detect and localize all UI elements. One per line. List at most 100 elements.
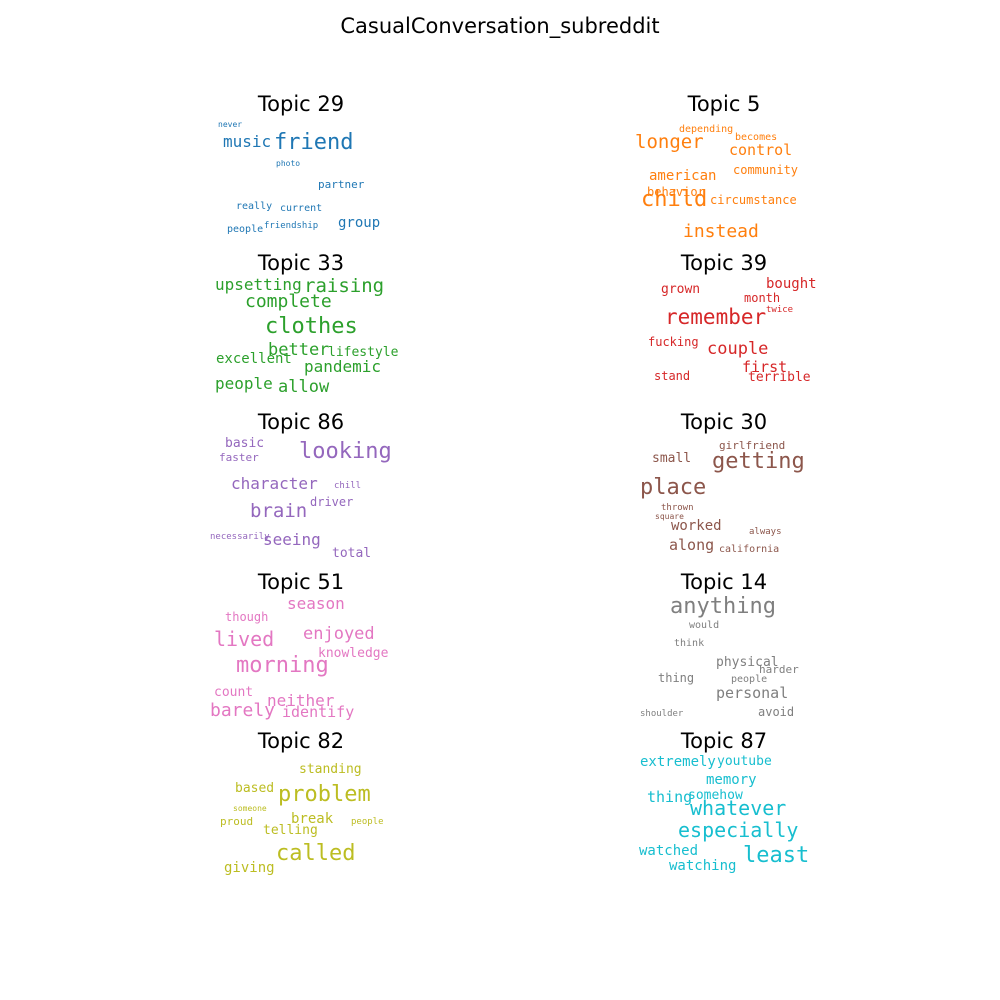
cloud-word: bought <box>766 276 817 292</box>
cloud-word: harder <box>759 662 799 676</box>
cloud-word: youtube <box>717 754 772 769</box>
cloud-word: along <box>669 535 715 554</box>
cloud-word: least <box>743 843 810 868</box>
cloud-word: looking <box>299 439 392 464</box>
topic-panel: Topic 29 never music friend photo partner real… <box>196 92 406 242</box>
cloud-word: character <box>231 474 318 493</box>
cloud-word: seeing <box>263 530 321 549</box>
cloud-word: people <box>227 224 264 235</box>
word-cloud: never music friend photo partner really curren… <box>196 118 406 242</box>
cloud-word: telling <box>263 822 318 838</box>
cloud-word: longer <box>635 130 704 153</box>
cloud-word: lived <box>214 627 275 651</box>
cloud-word: physical <box>716 654 779 670</box>
cloud-word: couple <box>707 338 769 359</box>
cloud-word: twice <box>766 304 794 315</box>
cloud-word: shoulder <box>640 708 684 719</box>
cloud-word: driver <box>310 495 354 509</box>
cloud-word: basic <box>225 435 265 451</box>
cloud-word: though <box>225 610 269 624</box>
cloud-word: called <box>276 841 356 866</box>
topic-panel: Topic 5 depending becomes longer control comm… <box>619 92 829 242</box>
cloud-word: better <box>268 339 330 360</box>
cloud-word: think <box>674 638 705 649</box>
cloud-word: chill <box>334 480 362 491</box>
cloud-word: control <box>729 140 793 159</box>
cloud-word: worked <box>671 518 722 534</box>
topic-panel: Topic 39 grown bought month twice remember fuc… <box>619 251 829 401</box>
cloud-word: somehow <box>688 787 743 803</box>
cloud-word: lifestyle <box>328 344 399 360</box>
cloud-word: watching <box>669 858 737 874</box>
cloud-word: circumstance <box>710 193 797 207</box>
cloud-word: fucking <box>648 335 699 349</box>
cloud-word: break <box>291 811 334 827</box>
cloud-word: girlfriend <box>719 438 786 452</box>
chart-title: CasualConversation_subreddit <box>340 14 660 38</box>
topic-panel: Topic 82 standing based problem someone proud… <box>196 729 406 879</box>
cloud-word: friend <box>274 130 354 155</box>
cloud-word: california <box>719 544 780 555</box>
cloud-word: avoid <box>758 705 795 719</box>
cloud-word: group <box>338 215 381 231</box>
cloud-word: anything <box>670 594 776 619</box>
cloud-word: instead <box>683 221 759 242</box>
cloud-word: morning <box>236 653 329 678</box>
cloud-word: month <box>744 291 781 305</box>
cloud-word: allow <box>278 376 330 397</box>
cloud-word: season <box>287 594 345 613</box>
cloud-word: thing <box>658 671 695 685</box>
word-cloud: season though lived enjoyed knowledge morning… <box>196 596 406 720</box>
cloud-word: pandemic <box>304 357 382 376</box>
cloud-word: people <box>731 674 768 685</box>
topic-title: Topic 5 <box>687 92 761 116</box>
cloud-word: complete <box>245 291 332 312</box>
cloud-word: brain <box>250 499 308 522</box>
cloud-word: first <box>742 357 788 376</box>
topic-panel: Topic 14 anything would think physical harder… <box>619 570 829 720</box>
cloud-word: barely <box>210 700 276 721</box>
cloud-word: count <box>214 684 254 700</box>
cloud-word: upsetting <box>215 275 302 294</box>
cloud-word: community <box>733 163 799 177</box>
cloud-word: current <box>280 203 323 214</box>
topic-panel: Topic 30 girlfriend small getting place throw… <box>619 410 829 560</box>
cloud-word: getting <box>712 449 805 474</box>
cloud-word: especially <box>678 818 799 842</box>
word-cloud: depending becomes longer control community am… <box>619 118 829 242</box>
cloud-word: enjoyed <box>303 623 375 644</box>
word-cloud: upsetting raising complete clothes better lif… <box>196 277 406 401</box>
cloud-word: behavior <box>647 185 705 199</box>
cloud-word: identify <box>282 703 355 721</box>
topic-title: Topic 87 <box>680 729 768 753</box>
cloud-word: memory <box>706 772 757 788</box>
cloud-word: total <box>332 546 372 561</box>
cloud-word: depending <box>679 124 734 135</box>
cloud-word: extremely <box>640 754 716 770</box>
cloud-word: whatever <box>690 796 787 820</box>
cloud-word: raising <box>304 275 385 297</box>
cloud-word: problem <box>278 782 371 807</box>
cloud-word: photo <box>276 159 301 168</box>
cloud-word: becomes <box>735 132 778 143</box>
word-cloud: grown bought month twice remember fucking coup… <box>619 277 829 401</box>
cloud-word: giving <box>224 860 275 876</box>
cloud-word: would <box>689 620 720 631</box>
topic-title: Topic 29 <box>257 92 345 116</box>
word-cloud: extremely youtube memory thing somehow whatev… <box>619 755 829 879</box>
cloud-word: child <box>641 187 708 212</box>
cloud-word: someone <box>233 804 267 813</box>
cloud-word: knowledge <box>318 645 389 661</box>
topic-panel: Topic 86 basic looking faster character chill… <box>196 410 406 560</box>
cloud-word: based <box>235 780 275 796</box>
cloud-word: remember <box>665 304 767 329</box>
cloud-word: square <box>655 512 684 521</box>
cloud-word: thrown <box>661 502 694 513</box>
topic-title: Topic 14 <box>680 570 768 594</box>
cloud-word: clothes <box>265 314 358 339</box>
cloud-word: proud <box>220 814 254 828</box>
word-cloud: girlfriend small getting place thrown square w… <box>619 436 829 560</box>
topic-title: Topic 30 <box>680 410 768 434</box>
topic-title: Topic 33 <box>257 251 345 275</box>
cloud-word: terrible <box>748 369 811 385</box>
